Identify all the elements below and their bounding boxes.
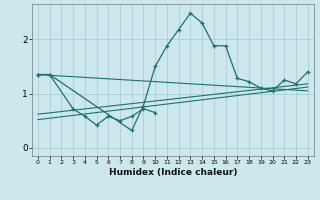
X-axis label: Humidex (Indice chaleur): Humidex (Indice chaleur) (108, 168, 237, 177)
